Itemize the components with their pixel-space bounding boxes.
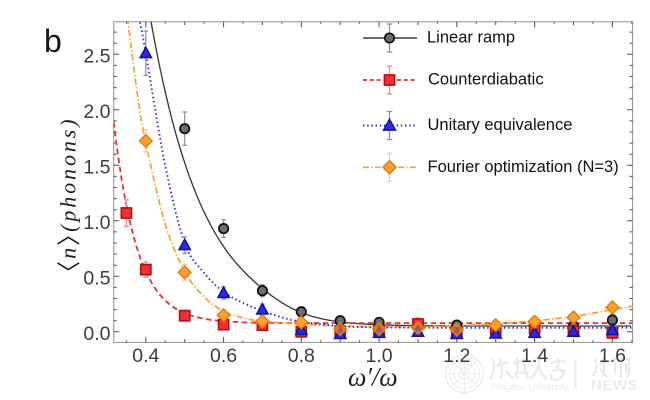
- svg-text:0.4: 0.4: [132, 345, 159, 367]
- svg-text:2.0: 2.0: [83, 101, 110, 123]
- svg-text:0.6: 0.6: [210, 345, 237, 367]
- svg-text:Linear ramp: Linear ramp: [427, 29, 515, 47]
- svg-text:Fourier optimization (N=3): Fourier optimization (N=3): [428, 158, 619, 176]
- svg-text:n: n: [56, 245, 81, 259]
- svg-text:Unitary equivalence: Unitary equivalence: [428, 116, 573, 134]
- svg-text:1.6: 1.6: [599, 345, 626, 367]
- svg-text:1.0: 1.0: [366, 345, 393, 367]
- svg-text:1.2: 1.2: [443, 345, 470, 367]
- svg-text:2.5: 2.5: [83, 46, 110, 68]
- svg-text:(phonons): (phonons): [56, 117, 81, 232]
- svg-text:0.8: 0.8: [288, 345, 315, 367]
- svg-text:0.0: 0.0: [83, 323, 110, 345]
- svg-text:1.5: 1.5: [83, 157, 110, 179]
- svg-text:ω′/ω: ω′/ω: [348, 363, 398, 392]
- svg-text:b: b: [44, 23, 62, 59]
- svg-text:1.0: 1.0: [83, 212, 110, 234]
- svg-text:Tsinghua University: Tsinghua University: [490, 382, 569, 392]
- svg-text:1.4: 1.4: [521, 345, 548, 367]
- svg-text:0.5: 0.5: [83, 268, 110, 290]
- svg-text:Counterdiabatic: Counterdiabatic: [428, 71, 544, 89]
- svg-text:NEWS: NEWS: [591, 377, 638, 394]
